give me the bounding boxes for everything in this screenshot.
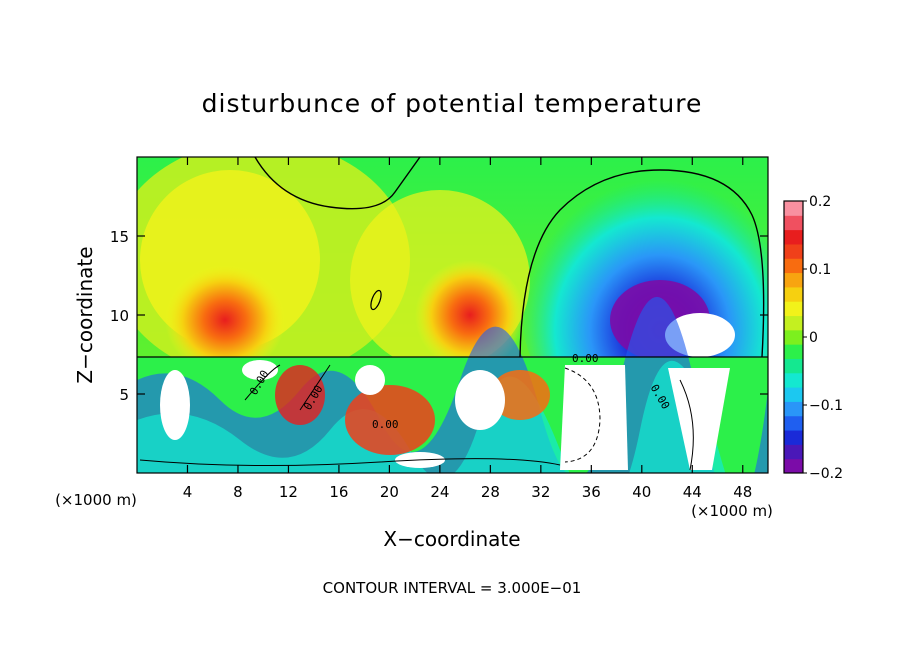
colorbar-swatch — [784, 315, 803, 331]
x-tick-label: 48 — [733, 483, 752, 501]
x-tick-label: 40 — [632, 483, 651, 501]
colorbar-swatch — [784, 243, 803, 259]
x-tick-label: 12 — [279, 483, 298, 501]
y-axis-label: Z−coordinate — [73, 246, 97, 383]
x-tick-label: 8 — [233, 483, 243, 501]
contour-line — [679, 379, 694, 471]
contour-interval-note: CONTOUR INTERVAL = 3.000E−01 — [323, 579, 582, 597]
y-axis: 5 10 15 — [110, 228, 768, 404]
x-tick-label: 36 — [582, 483, 601, 501]
field-white-patch — [355, 365, 385, 395]
chart-title: disturbunce of potential temperature — [202, 89, 703, 118]
field-lower-warm — [490, 370, 550, 420]
x-tick-label: 28 — [481, 483, 500, 501]
field-white-patch — [668, 368, 730, 470]
y-tick-label: 5 — [119, 386, 129, 404]
x-axis-unit-right: (×1000 m) — [691, 502, 773, 520]
colorbar-swatch — [784, 344, 803, 359]
colorbar-swatch — [784, 258, 803, 274]
field-white-patch — [160, 370, 190, 440]
colorbar-swatch — [784, 430, 803, 445]
x-axis-unit-left: (×1000 m) — [55, 491, 137, 509]
contour-label: 0.00 — [372, 418, 399, 431]
colorbar-swatch — [784, 201, 803, 216]
contour-line — [139, 458, 561, 467]
colorbar-tick-label: 0.1 — [809, 262, 831, 278]
colorbar-swatch — [784, 458, 803, 474]
plot-area — [137, 157, 768, 473]
colorbar-tick-label: 0 — [809, 330, 818, 346]
colorbar-swatch — [784, 372, 803, 388]
field-white-patch — [455, 370, 505, 430]
colorbar-swatch — [784, 272, 803, 288]
colorbar-tick-label: 0.2 — [809, 194, 831, 210]
colorbar-swatch — [784, 301, 803, 317]
colorbar-tick-label: −0.1 — [809, 398, 843, 414]
colorbar-swatch — [784, 329, 803, 345]
colorbar-swatch — [784, 401, 803, 417]
contour-line — [244, 364, 281, 401]
contour-line — [299, 364, 331, 411]
x-tick-label: 44 — [683, 483, 702, 501]
colorbar-swatch — [784, 387, 803, 402]
x-tick-label: 24 — [430, 483, 449, 501]
x-tick-label: 4 — [183, 483, 193, 501]
contour-label: 0.00 — [572, 352, 599, 365]
x-tick-label: 20 — [380, 483, 399, 501]
y-tick-label: 10 — [110, 307, 129, 325]
colorbar-swatch — [784, 444, 803, 460]
field-lower-warm — [345, 385, 435, 455]
colorbar-tick-label: −0.2 — [809, 466, 843, 482]
contour-line — [370, 289, 382, 311]
x-axis: 4 8 12 16 20 24 28 32 36 40 44 48 — [183, 157, 752, 501]
colorbar: 0.2 0.1 0 −0.1 −0.2 — [783, 194, 843, 482]
colorbar-swatch — [784, 229, 803, 245]
x-tick-label: 16 — [329, 483, 348, 501]
contour-line — [254, 157, 421, 210]
field-white-patch — [560, 365, 628, 470]
x-tick-label: 32 — [531, 483, 550, 501]
field-white-patch — [242, 360, 278, 380]
colorbar-swatch — [784, 358, 803, 374]
y-tick-label: 15 — [110, 228, 129, 246]
contour-line — [519, 169, 765, 358]
colorbar-swatch — [784, 215, 803, 231]
colorbar-swatch — [784, 286, 803, 302]
field-warm-blob — [165, 265, 285, 375]
field-lower-warm — [275, 365, 325, 425]
colorbar-swatch — [784, 415, 803, 431]
x-axis-label: X−coordinate — [383, 527, 520, 551]
